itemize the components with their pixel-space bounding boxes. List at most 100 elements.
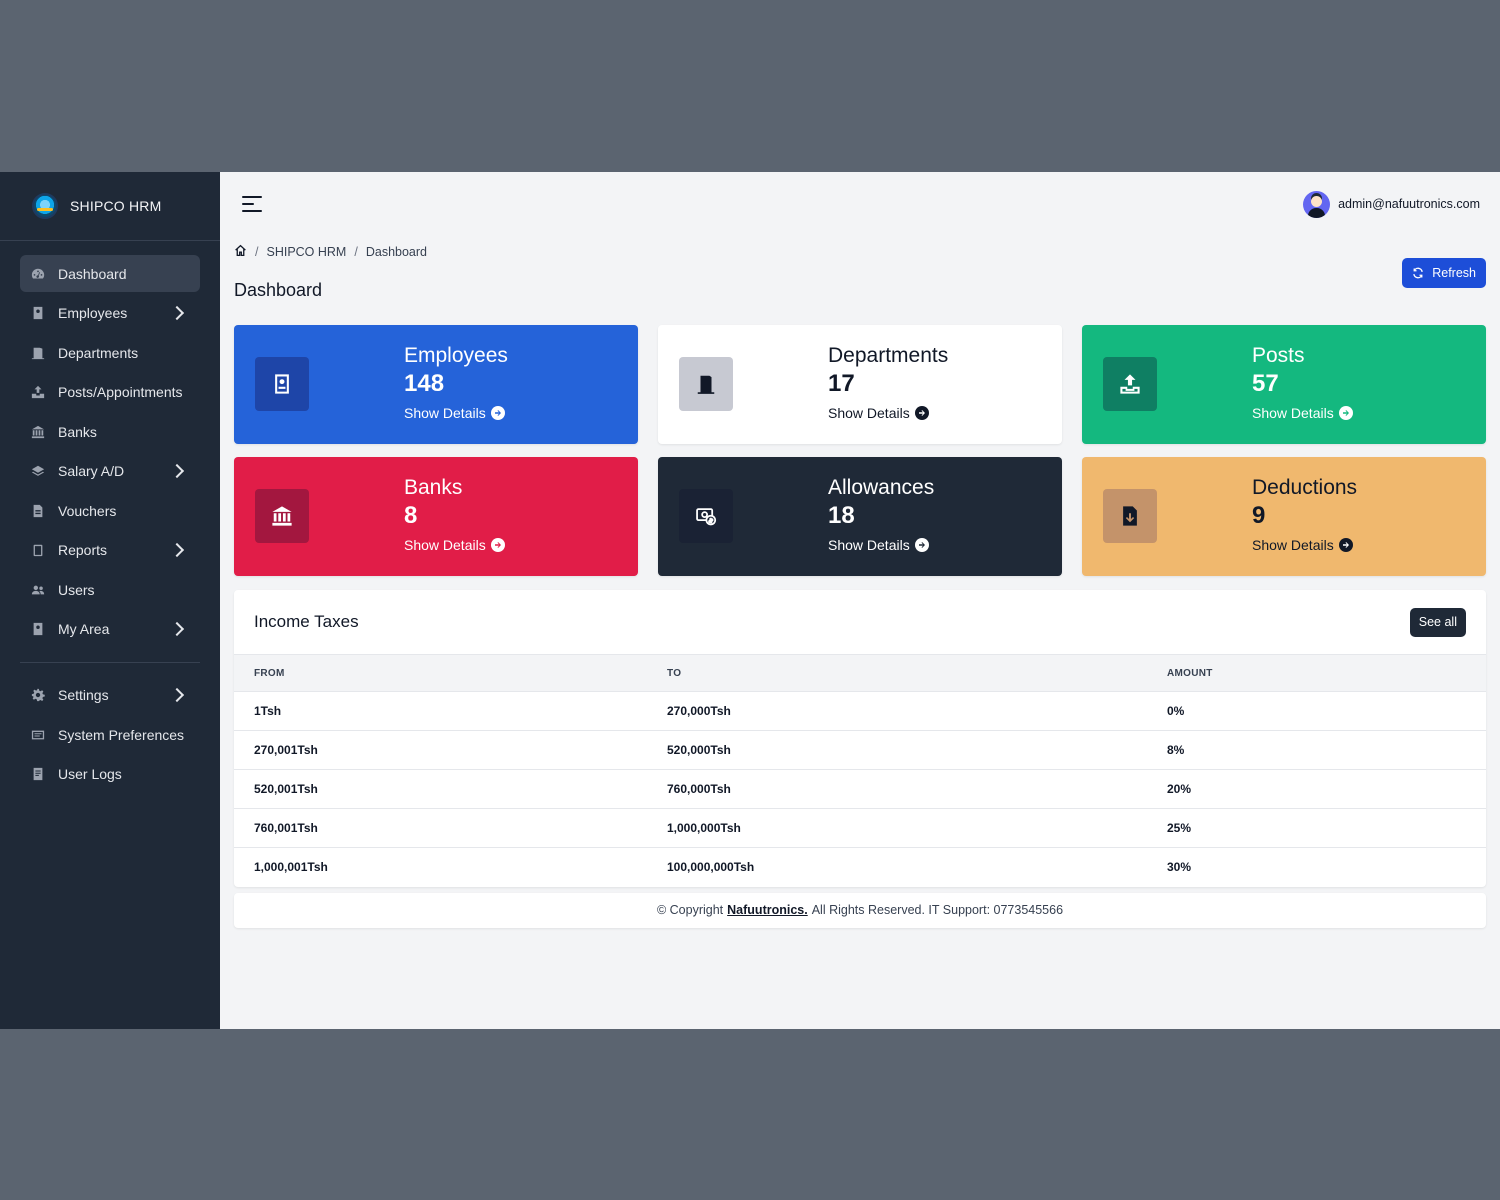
money-icon	[679, 489, 733, 543]
main-content: admin@nafuutronics.com / SHIPCO HRM / Da…	[220, 172, 1500, 1029]
chevron-right-icon	[169, 687, 185, 703]
id-badge-icon	[255, 357, 309, 411]
column-header-to[interactable]: TO	[667, 654, 1167, 692]
table-row[interactable]: 1Tsh 270,000Tsh 0%	[234, 691, 1486, 731]
copyright-suffix: All Rights Reserved. IT Support: 0773545…	[811, 903, 1064, 917]
show-details-link[interactable]: Show Details	[828, 405, 948, 421]
card-title: Departments	[828, 344, 949, 367]
layers-icon	[30, 463, 46, 479]
table-row[interactable]: 270,001Tsh 520,000Tsh 8%	[234, 730, 1486, 770]
sidebar-item-dashboard[interactable]: Dashboard	[20, 255, 200, 292]
sidebar-item-label: System Preferences	[58, 726, 185, 743]
sidebar-item-user-logs[interactable]: User Logs	[20, 756, 200, 793]
card-title: Allowances	[828, 476, 935, 499]
top-bar: admin@nafuutronics.com	[234, 172, 1486, 236]
user-email: admin@nafuutronics.com	[1338, 197, 1480, 211]
sidebar-item-system-preferences[interactable]: System Preferences	[20, 716, 200, 753]
log-icon	[30, 766, 46, 782]
card-count: 57	[1252, 370, 1279, 397]
column-header-amount[interactable]: AMOUNT	[1167, 654, 1486, 692]
arrow-right-circle-icon	[914, 406, 929, 420]
card-count: 18	[828, 502, 855, 529]
sidebar-item-my-area[interactable]: My Area	[20, 611, 200, 648]
sidebar-item-label: User Logs	[58, 766, 122, 782]
cell-from: 270,001Tsh	[234, 730, 667, 770]
company-link[interactable]: Nafuutronics.	[727, 903, 808, 917]
home-icon[interactable]	[234, 244, 247, 260]
sidebar-item-vouchers[interactable]: Vouchers	[20, 492, 200, 529]
show-details-link[interactable]: Show Details	[828, 537, 934, 553]
income-taxes-table: FROM TO AMOUNT 1Tsh 270,000Tsh 0% 270,00…	[234, 654, 1486, 887]
sidebar-item-salary-ad[interactable]: Salary A/D	[20, 453, 200, 490]
card-count: 148	[404, 370, 445, 397]
page-title: Dashboard	[234, 280, 323, 300]
sidebar-item-posts-appointments[interactable]: Posts/Appointments	[20, 374, 200, 411]
sidebar-item-label: Departments	[58, 344, 139, 361]
card-deductions: Deductions 9 Show Details	[1082, 457, 1486, 576]
app-window: SHIPCO HRM Dashboard Employees Departmen…	[0, 172, 1500, 1029]
sidebar-item-settings[interactable]: Settings	[20, 677, 200, 714]
show-details-label: Show Details	[404, 537, 486, 553]
arrow-right-circle-icon	[1338, 538, 1353, 552]
title-row: Dashboard Refresh	[234, 258, 1486, 325]
sidebar-item-label: Posts/Appointments	[58, 384, 183, 400]
refresh-button[interactable]: Refresh	[1402, 258, 1486, 288]
show-details-link[interactable]: Show Details	[404, 537, 505, 553]
table-row[interactable]: 760,001Tsh 1,000,000Tsh 25%	[234, 808, 1486, 848]
show-details-link[interactable]: Show Details	[404, 405, 508, 421]
income-taxes-panel: Income Taxes See all FROM TO AMOUNT 1Tsh…	[234, 590, 1486, 887]
show-details-label: Show Details	[828, 405, 910, 421]
menu-toggle-icon[interactable]	[242, 196, 262, 212]
table-row[interactable]: 520,001Tsh 760,000Tsh 20%	[234, 769, 1486, 809]
cell-to: 1,000,000Tsh	[667, 808, 1167, 848]
id-badge-icon	[30, 621, 46, 637]
chevron-right-icon	[169, 542, 185, 558]
clipboard-icon	[30, 542, 46, 558]
cell-to: 100,000,000Tsh	[667, 860, 755, 875]
column-header-from[interactable]: FROM	[234, 654, 667, 692]
chevron-right-icon	[169, 621, 185, 637]
brand-divider	[0, 240, 220, 241]
cell-amount: 30%	[1167, 860, 1192, 875]
cell-amount: 8%	[1167, 730, 1486, 770]
sidebar-divider	[20, 661, 200, 663]
show-details-link[interactable]: Show Details	[1252, 537, 1357, 553]
card-posts: Posts 57 Show Details	[1082, 325, 1486, 444]
cell-amount: 0%	[1167, 691, 1486, 731]
file-download-icon	[1103, 489, 1157, 543]
cell-to: 520,000Tsh	[667, 730, 1167, 770]
sidebar-item-employees[interactable]: Employees	[20, 295, 200, 332]
sidebar: SHIPCO HRM Dashboard Employees Departmen…	[0, 172, 220, 1029]
refresh-label: Refresh	[1432, 266, 1476, 280]
table-row[interactable]: 1,000,001Tsh 100,000,000Tsh 30%	[234, 848, 1486, 887]
sidebar-item-reports[interactable]: Reports	[20, 532, 200, 569]
breadcrumb-separator: /	[255, 245, 259, 259]
bank-icon	[255, 489, 309, 543]
copyright-prefix: © Copyright	[656, 903, 724, 917]
brand[interactable]: SHIPCO HRM	[20, 172, 200, 240]
show-details-label: Show Details	[1252, 405, 1334, 421]
arrow-right-circle-icon	[1338, 406, 1353, 420]
sidebar-item-users[interactable]: Users	[20, 571, 200, 608]
user-menu[interactable]: admin@nafuutronics.com	[1303, 190, 1480, 218]
cell-amount: 25%	[1167, 808, 1486, 848]
see-all-button[interactable]: See all	[1409, 607, 1466, 637]
breadcrumb-item: Dashboard	[365, 245, 427, 259]
sidebar-item-banks[interactable]: Banks	[20, 413, 200, 450]
show-details-link[interactable]: Show Details	[1252, 405, 1353, 421]
arrow-right-circle-icon	[914, 538, 929, 552]
cell-to: 270,000Tsh	[667, 691, 1167, 731]
dashboard-icon	[30, 266, 46, 282]
id-badge-icon	[30, 305, 46, 321]
sidebar-nav: Dashboard Employees Departments Posts/Ap…	[20, 255, 200, 793]
footer: © Copyright Nafuutronics. All Rights Res…	[234, 892, 1486, 928]
users-icon	[30, 582, 46, 598]
sidebar-item-label: Employees	[58, 305, 128, 321]
card-title: Deductions	[1252, 476, 1358, 499]
sidebar-item-departments[interactable]: Departments	[20, 334, 200, 371]
breadcrumb-item[interactable]: SHIPCO HRM	[266, 245, 347, 259]
card-count: 17	[828, 370, 855, 397]
card-employees: Employees 148 Show Details	[234, 325, 638, 444]
door-icon	[30, 345, 46, 361]
arrow-right-circle-icon	[490, 538, 505, 552]
